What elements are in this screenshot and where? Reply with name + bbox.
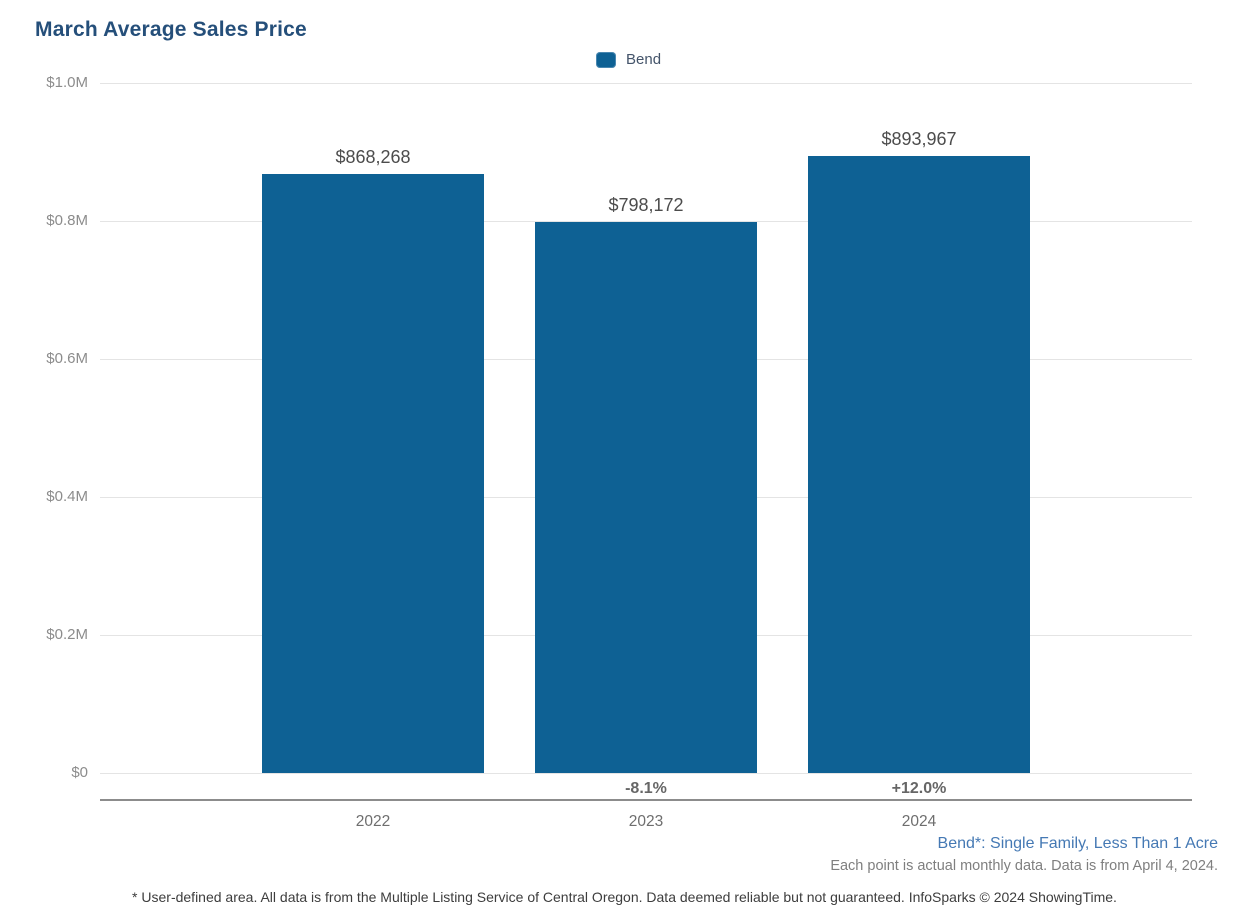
- y-axis-tick-label-$0.8M: $0.8M: [46, 212, 88, 229]
- legend-swatch-icon: [596, 51, 616, 68]
- plot-area: $0 $0.2M $0.4M $0.6M $0.8M $1.0M $868,268 $798,…: [46, 74, 1192, 781]
- data-date-note: Each point is actual monthly data. Data …: [830, 858, 1218, 874]
- pct-change-label-2023: -8.1%: [625, 780, 667, 797]
- legend: Bend: [596, 51, 661, 68]
- gridline-$0.8M: [100, 220, 1192, 222]
- y-axis-tick-label-$0.2M: $0.2M: [46, 626, 88, 643]
- legend-label: Bend: [626, 51, 662, 68]
- bar-bend-2023[interactable]: [535, 222, 757, 773]
- bar-bend-2022[interactable]: [262, 173, 484, 773]
- chart-title: March Average Sales Price: [35, 18, 307, 41]
- y-axis-tick-label-$0: $0: [71, 764, 88, 781]
- x-axis-tick-label-2023: 2023: [628, 813, 664, 830]
- bar-bend-2024[interactable]: [808, 156, 1030, 773]
- bar-value-label-2023: $798,172: [608, 195, 684, 216]
- x-axis-tick-label-2022: 2022: [355, 813, 391, 830]
- disclaimer-text: * User-defined area. All data is from th…: [132, 889, 1117, 905]
- gridline-$1.0M: [100, 82, 1192, 84]
- x-axis-line: [100, 799, 1192, 801]
- legend-item-bend[interactable]: Bend: [596, 51, 661, 68]
- y-axis-tick-label-$1.0M: $1.0M: [46, 74, 88, 91]
- y-axis-tick-label-$0.4M: $0.4M: [46, 488, 88, 505]
- x-axis-tick-label-2024: 2024: [901, 813, 937, 830]
- bar-value-label-2022: $868,268: [335, 146, 411, 167]
- gridline-$0: [100, 772, 1192, 774]
- pct-change-label-2024: +12.0%: [891, 780, 947, 797]
- series-definition-note: Bend*: Single Family, Less Than 1 Acre: [937, 835, 1218, 852]
- bar-value-label-2024: $893,967: [881, 129, 957, 150]
- y-axis-tick-label-$0.6M: $0.6M: [46, 350, 88, 367]
